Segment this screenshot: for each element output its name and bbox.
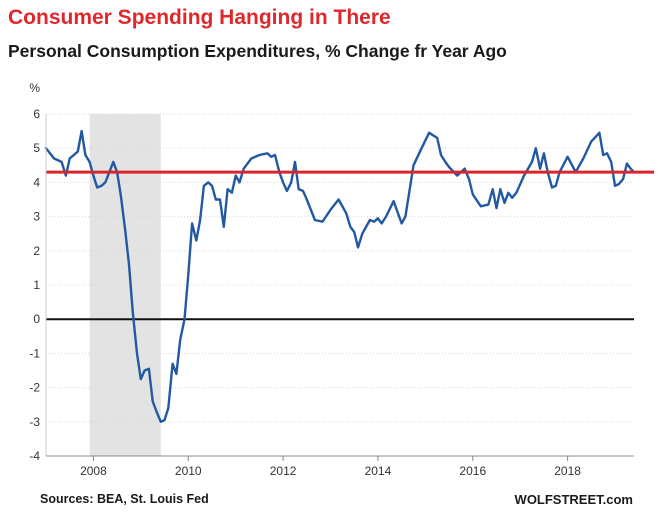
series-layer	[44, 129, 654, 423]
x-tick-label: 2014	[365, 464, 392, 478]
y-tick-label: 4	[33, 175, 40, 189]
y-tick-label: 0	[33, 312, 40, 326]
brand-label: WOLFSTREET.com	[514, 492, 633, 507]
x-tick-label: 2018	[554, 464, 581, 478]
chart-title: Consumer Spending Hanging in There	[8, 6, 391, 29]
y-tick-label: 1	[33, 278, 40, 292]
y-tick-label: -4	[29, 449, 40, 463]
y-tick-label: -3	[29, 415, 40, 429]
y-tick-label: 3	[33, 210, 40, 224]
pce-series-line	[44, 129, 636, 423]
y-tick-label: 6	[33, 107, 40, 121]
axes: -4 -3 -2 -1 0 1 2 3 4 5 6% 2008 2010 2012 2014 2016 2018	[29, 81, 634, 478]
chart-subtitle: Personal Consumption Expenditures, % Cha…	[8, 41, 507, 61]
y-tick-label: 2	[33, 244, 40, 258]
x-tick-label: 2012	[270, 464, 297, 478]
y-tick-label: -1	[29, 346, 40, 360]
source-note: Sources: BEA, St. Louis Fed	[40, 492, 209, 506]
y-axis-label: %	[29, 81, 40, 95]
y-tick-label: 5	[33, 141, 40, 155]
x-tick-label: 2008	[80, 464, 107, 478]
y-tick-label: -2	[29, 381, 40, 395]
x-tick-label: 2010	[175, 464, 202, 478]
x-tick-label: 2016	[459, 464, 486, 478]
